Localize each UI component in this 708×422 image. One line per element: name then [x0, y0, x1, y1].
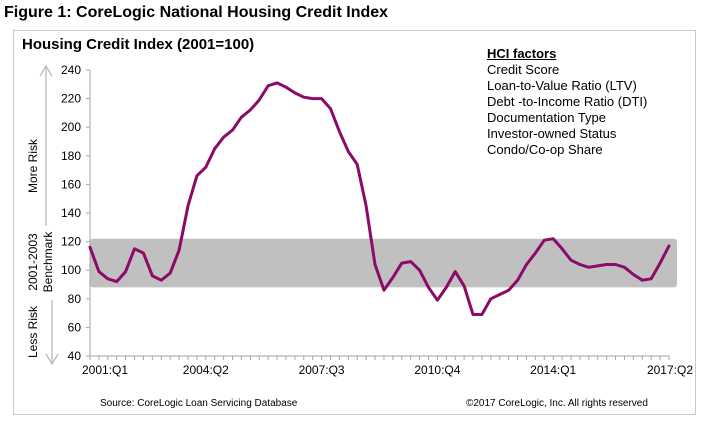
hci-factor-item: Documentation Type	[487, 110, 606, 125]
x-tick-label: 2004:Q2	[183, 363, 229, 377]
y-tick-label: 80	[68, 292, 82, 306]
hci-series-line	[88, 81, 671, 316]
y-tick-label: 40	[68, 349, 82, 363]
more-risk-arrowhead-icon	[39, 65, 53, 77]
y-tick-label: 160	[61, 177, 81, 191]
figure-title: Figure 1: CoreLogic National Housing Cre…	[4, 4, 389, 21]
hci-factors-box: HCI factors Credit Score Loan-to-Value R…	[487, 46, 647, 158]
y-tick-label: 140	[61, 206, 81, 220]
x-tick-label: 2010:Q4	[414, 363, 460, 377]
x-tick-label: 2014:Q1	[530, 363, 576, 377]
more-risk-label: More Risk	[26, 138, 40, 193]
y-tick-label: 60	[68, 320, 82, 334]
x-tick-label: 2007:Q3	[299, 363, 345, 377]
y-tick-label: 220	[61, 92, 81, 106]
y-tick-label: 180	[61, 149, 81, 163]
hci-factor-item: Debt -to-Income Ratio (DTI)	[487, 94, 648, 109]
less-risk-label: Less Risk	[26, 305, 40, 358]
hci-factor-item: Condo/Co-op Share	[487, 142, 603, 157]
hci-factor-item: Loan-to-Value Ratio (LTV)	[487, 78, 637, 93]
benchmark-label-line1: 2001-2003	[26, 233, 40, 291]
y-tick-label: 100	[61, 263, 81, 277]
y-tick-label: 120	[61, 235, 81, 249]
y-tick-label: 200	[61, 120, 81, 134]
benchmark-band	[90, 238, 677, 288]
source-note: Source: CoreLogic Loan Servicing Databas…	[100, 398, 298, 409]
y-tick-label: 240	[61, 63, 81, 77]
less-risk-arrowhead-icon	[45, 353, 59, 365]
hci-factors-header: HCI factors	[487, 46, 557, 61]
x-tick-label: 2017:Q2	[647, 363, 693, 377]
benchmark-label-line2: Benchmark	[41, 231, 55, 293]
chart-title: Housing Credit Index (2001=100)	[22, 36, 255, 53]
copyright-note: ©2017 CoreLogic, Inc. All rights reserve…	[466, 398, 648, 409]
x-tick-label: 2001:Q1	[82, 363, 128, 377]
hci-factor-item: Credit Score	[487, 62, 560, 77]
hci-factor-item: Investor-owned Status	[487, 126, 617, 141]
chart-frame	[13, 30, 696, 415]
